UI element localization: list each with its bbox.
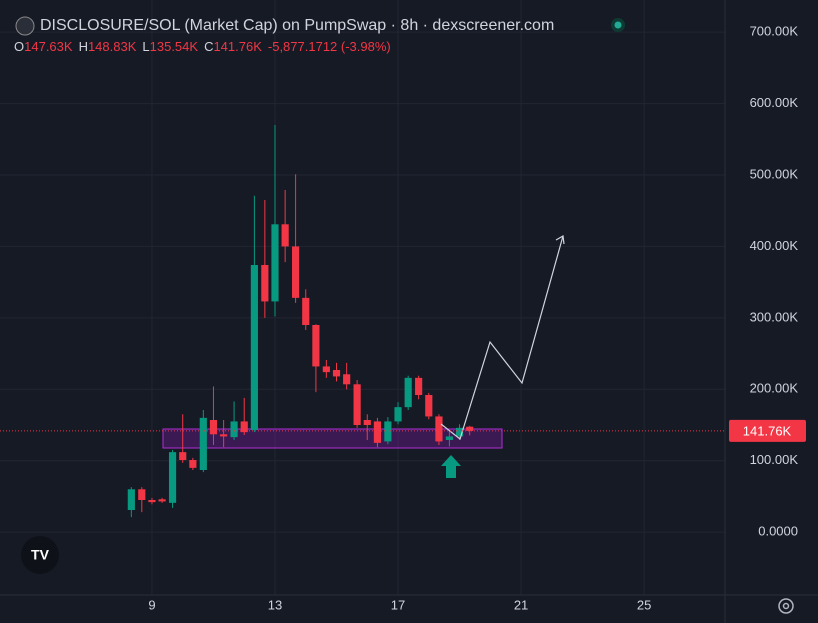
candle-body: [466, 426, 474, 431]
candle-body: [271, 224, 279, 302]
tv-logo-mark: TV: [31, 547, 50, 563]
candle-body: [209, 420, 218, 435]
candle-body: [168, 452, 177, 503]
token-icon: [15, 16, 35, 36]
candle-body: [148, 500, 156, 503]
y-tick-label: 100.00K: [750, 452, 799, 467]
candle-body: [240, 421, 248, 433]
candle-body: [363, 420, 371, 425]
ohlc-value: 135.54K: [150, 39, 199, 54]
x-tick-label: 21: [514, 597, 528, 612]
last-price-badge: [729, 419, 806, 442]
candle-body: [189, 460, 197, 468]
candle-body: [394, 407, 402, 422]
candle-body: [220, 434, 228, 437]
status-dot: [614, 21, 622, 29]
candle-body: [455, 427, 464, 437]
ohlc-label: C: [204, 39, 213, 54]
y-tick-label: 600.00K: [750, 95, 799, 110]
ohlc-label: O: [14, 39, 24, 54]
ohlc-change: -5,877.1712 (-3.98%): [268, 39, 391, 54]
candle-body: [445, 436, 453, 440]
ohlc-value: 141.76K: [213, 39, 262, 54]
projection-arrowhead: [555, 235, 565, 245]
settings-icon-center[interactable]: [782, 602, 790, 610]
candle-body: [261, 265, 269, 302]
settings-icon[interactable]: [778, 598, 794, 614]
candles: [127, 125, 474, 518]
y-tick-label: 200.00K: [750, 381, 799, 396]
projection-line: [440, 235, 564, 441]
y-tick-label: 500.00K: [750, 166, 799, 181]
x-tick-label: 13: [268, 597, 282, 612]
candle-body: [230, 421, 238, 438]
candle-body: [179, 452, 187, 460]
candle-body: [322, 366, 330, 373]
candle-body: [199, 417, 207, 470]
candle-body: [250, 265, 258, 430]
y-tick-label: 400.00K: [750, 238, 799, 253]
candle-body: [332, 370, 341, 377]
candle-body: [127, 489, 135, 510]
candle-body: [353, 384, 361, 425]
y-tick-label: 300.00K: [750, 309, 799, 324]
candle-body: [435, 416, 443, 442]
last-price-label: 141.76K: [743, 423, 792, 438]
x-tick-label: 17: [391, 597, 405, 612]
y-tick-label: 700.00K: [750, 24, 799, 39]
y-tick-label: 0.0000: [758, 524, 798, 539]
grid: [0, 0, 725, 595]
candle-body: [404, 377, 412, 408]
ohlc-value: 148.83K: [88, 39, 137, 54]
candle-body: [373, 421, 382, 443]
x-tick-label: 25: [637, 597, 651, 612]
candle-body: [312, 325, 320, 367]
candle-body: [158, 499, 166, 502]
ohlc-label: L: [142, 39, 149, 54]
candle-body: [343, 374, 351, 385]
ohlc-label: H: [79, 39, 88, 54]
candle-body: [384, 421, 392, 442]
up-arrow: [441, 455, 461, 478]
tv-logo: [21, 536, 59, 574]
chart-title: DISCLOSURE/SOL (Market Cap) on PumpSwap …: [40, 17, 554, 34]
candle-body: [302, 297, 310, 325]
candle-body: [281, 224, 289, 247]
zone-box: [162, 428, 503, 449]
ohlc-value: 147.63K: [24, 39, 73, 54]
candle-body: [138, 489, 146, 500]
candle-body: [415, 377, 423, 395]
x-tick-label: 9: [148, 597, 155, 612]
candle-body: [425, 395, 433, 417]
candle-body: [292, 246, 300, 298]
ohlc-header: O147.63K H148.83K L135.54K C141.76K -5,877.1…: [14, 39, 391, 54]
